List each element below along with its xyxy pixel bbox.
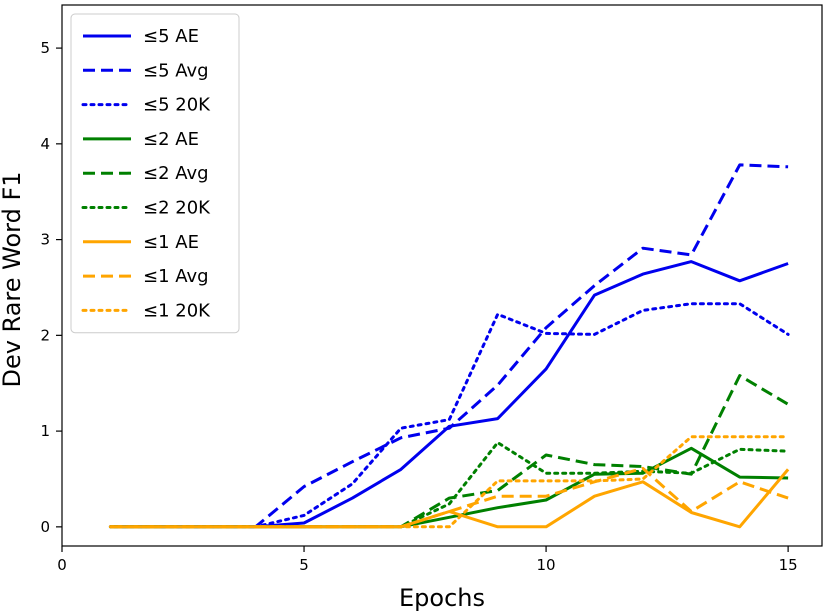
legend-box (70, 13, 240, 334)
y-tick-label: 2 (40, 326, 50, 344)
y-tick-label: 4 (40, 135, 50, 153)
legend-label-6: ≤2 20K (143, 198, 211, 219)
legend-label-4: ≤2 AE (143, 129, 199, 150)
x-tick-label: 5 (299, 556, 309, 574)
legend-label-7: ≤1 AE (143, 232, 199, 253)
y-tick-label: 5 (40, 39, 50, 57)
series-line-9 (108, 435, 790, 529)
legend-label-5: ≤2 Avg (143, 163, 209, 184)
series-lines (108, 163, 790, 529)
legend-label-9: ≤1 20K (143, 300, 211, 321)
x-tick-label: 10 (537, 556, 556, 574)
series-line-6 (108, 441, 790, 529)
x-tick-label: 0 (57, 556, 67, 574)
legend-label-2: ≤5 Avg (143, 60, 209, 81)
legend-label-8: ≤1 Avg (143, 266, 209, 287)
legend-label-3: ≤5 20K (143, 95, 211, 116)
legend: ≤5 AE ≤5 Avg ≤5 20K ≤2 AE ≤2 Avg ≤2 20K ≤1 AE ≤… (70, 13, 240, 334)
x-axis-title: Epochs (399, 584, 485, 612)
x-tick-label: 15 (779, 556, 798, 574)
series-line-3 (108, 302, 790, 529)
series-line-4 (110, 446, 789, 529)
axes: 0 5 10 15 0 1 2 3 4 5 (40, 4, 823, 574)
y-tick-label: 3 (40, 231, 50, 249)
y-axis-title: Dev Rare Word F1 (0, 171, 26, 387)
plot-frame (61, 4, 823, 547)
legend-label-1: ≤5 AE (143, 26, 199, 47)
y-tick-label: 0 (40, 518, 50, 536)
y-tick-label: 1 (40, 422, 50, 440)
